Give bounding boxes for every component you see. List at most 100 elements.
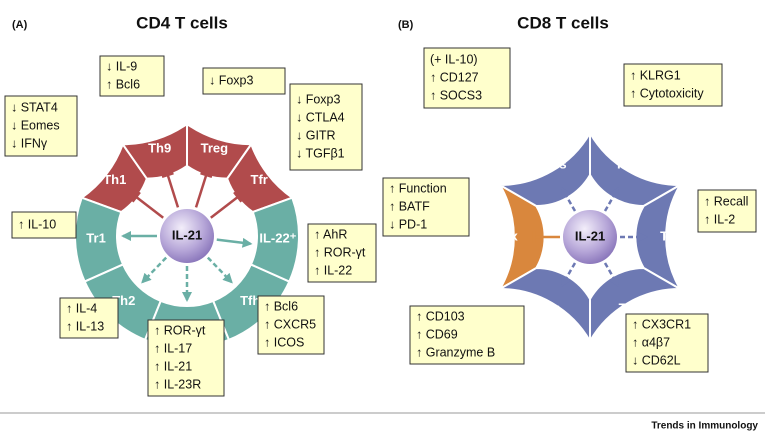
box-line: ↑ Recall bbox=[704, 194, 748, 208]
box-line: ↑ Bcl6 bbox=[264, 299, 298, 313]
box bbox=[625, 313, 709, 373]
segment-label: Tcm bbox=[660, 228, 686, 243]
arrow bbox=[194, 174, 208, 208]
segment-label: Tfh bbox=[240, 293, 260, 308]
segment-label: Tfr bbox=[251, 172, 268, 187]
arrow bbox=[216, 237, 253, 248]
box-line: ↑ ICOS bbox=[264, 335, 304, 349]
box bbox=[147, 319, 225, 397]
segment-label: IL-22⁺ bbox=[259, 231, 296, 246]
box-line: ↑ ROR-γt bbox=[154, 323, 206, 337]
box-line: ↑ Bcl6 bbox=[106, 77, 140, 91]
box-line: ↑ CD127 bbox=[430, 70, 479, 84]
annotation-box: ↑ Recall ↑ IL-2 bbox=[697, 189, 757, 233]
annotation-box: ↑ Function ↑ BATF ↓ PD-1 bbox=[382, 177, 470, 237]
box bbox=[4, 95, 78, 157]
arrow bbox=[141, 256, 168, 284]
box bbox=[99, 55, 165, 97]
segment-label: Tr1 bbox=[86, 231, 106, 246]
box-line: ↓ Foxp3 bbox=[209, 73, 254, 87]
annotation-box: ↑ IL-10 bbox=[11, 211, 77, 239]
box-line: ↑ BATF bbox=[389, 199, 430, 213]
box-line: ↑ CD103 bbox=[416, 309, 465, 323]
arrow bbox=[603, 186, 620, 212]
box-line: ↑ Cytotoxicity bbox=[630, 86, 704, 100]
box bbox=[409, 305, 525, 365]
box-line: ↑ Granzyme B bbox=[416, 345, 495, 359]
box bbox=[423, 47, 511, 109]
box-line: ↓ Foxp3 bbox=[296, 92, 341, 106]
ring-segment bbox=[249, 196, 300, 283]
panel-label: (B) bbox=[398, 19, 414, 31]
box-line: ↓ IFNγ bbox=[11, 136, 48, 150]
box bbox=[623, 63, 723, 107]
inhibit-bar bbox=[200, 171, 213, 178]
inhibit-bar bbox=[233, 191, 243, 203]
box-line: ↑ CD69 bbox=[416, 327, 458, 341]
center-label: IL-21 bbox=[575, 228, 605, 243]
box-line: ↓ TGFβ1 bbox=[296, 146, 345, 160]
inhibit-bar bbox=[161, 171, 174, 178]
center-ball bbox=[563, 210, 617, 264]
segment-label: Tem bbox=[619, 300, 645, 315]
annotation-box: ↓ IL-9 ↑ Bcl6 bbox=[99, 55, 165, 97]
annotation-box: ↑ IL-4 ↑ IL-13 bbox=[59, 297, 119, 339]
box bbox=[59, 297, 119, 339]
box-line: ↑ α4β7 bbox=[632, 335, 670, 349]
box-line: ↑ CX3CR1 bbox=[632, 317, 691, 331]
arrow bbox=[603, 262, 620, 288]
annotation-box: ↓ Foxp3 bbox=[202, 67, 286, 95]
center-label: IL-21 bbox=[172, 227, 202, 242]
box-line: ↑ KLRG1 bbox=[630, 68, 681, 82]
cell-diagram: Th1Th9TregTfrTr1Th2Th17TfhIL-22⁺IL-21↓ I… bbox=[4, 55, 377, 397]
segment-label: MPCs bbox=[530, 157, 566, 172]
box-line: ↑ IL-21 bbox=[154, 359, 192, 373]
box-line: ↑ IL-17 bbox=[154, 341, 192, 355]
arrow bbox=[560, 262, 577, 288]
box-line: ↓ Eomes bbox=[11, 118, 60, 132]
arrow bbox=[166, 174, 180, 208]
box-line: ↑ Function bbox=[389, 181, 447, 195]
segment-label: Th1 bbox=[103, 172, 126, 187]
box-line: ↑ IL-2 bbox=[704, 212, 735, 226]
box bbox=[11, 211, 77, 239]
box bbox=[382, 177, 470, 237]
box-line: ↓ PD-1 bbox=[389, 217, 427, 231]
segment-label: Th9 bbox=[148, 141, 171, 156]
panel-title: CD4 T cells bbox=[136, 13, 228, 32]
box-line: ↑ IL-13 bbox=[66, 319, 104, 333]
panel-title: CD8 T cells bbox=[517, 13, 609, 32]
annotation-box: ↑ Bcl6 ↑ CXCR5 ↑ ICOS bbox=[257, 295, 325, 355]
box-line: ↑ IL-10 bbox=[18, 217, 56, 231]
box bbox=[257, 295, 325, 355]
arrow bbox=[206, 256, 233, 284]
box-line: ↑ CXCR5 bbox=[264, 317, 316, 331]
cell-diagram: Tex MPCs TECs Tcm Tem Trm IL-21 (+ IL-10) ↑ CD12… bbox=[382, 47, 757, 373]
inhibit-bar bbox=[131, 191, 141, 203]
footer: Trends in Immunology bbox=[651, 421, 758, 432]
box bbox=[307, 223, 377, 283]
arrow bbox=[210, 196, 239, 219]
box-line: ↑ ROR-γt bbox=[314, 245, 366, 259]
box bbox=[697, 189, 757, 233]
segment-label: Treg bbox=[201, 141, 229, 156]
box-line: ↓ CTLA4 bbox=[296, 110, 345, 124]
box-line: ↓ STAT4 bbox=[11, 100, 58, 114]
segment-label: TECs bbox=[615, 157, 648, 172]
box-line: ↑ AhR bbox=[314, 227, 347, 241]
box-line: ↑ IL-22 bbox=[314, 263, 352, 277]
box-line: ↓ GITR bbox=[296, 128, 336, 142]
annotation-box: ↑ ROR-γt ↑ IL-17 ↑ IL-21 ↑ IL-23R bbox=[147, 319, 225, 397]
annotation-box: ↑ CX3CR1 ↑ α4β7 ↓ CD62L bbox=[625, 313, 709, 373]
diagrams: Th1Th9TregTfrTr1Th2Th17TfhIL-22⁺IL-21↓ I… bbox=[4, 47, 757, 397]
box-line: ↑ IL-4 bbox=[66, 301, 97, 315]
segment-label: Trm bbox=[537, 300, 561, 315]
arrow bbox=[560, 186, 577, 212]
center-ball bbox=[160, 209, 214, 263]
arrow bbox=[135, 196, 164, 219]
box-line: ↑ IL-23R bbox=[154, 377, 201, 391]
annotation-box: ↓ Foxp3 ↓ CTLA4 ↓ GITR ↓ TGFβ1 bbox=[289, 83, 363, 171]
annotation-box: ↑ CD103 ↑ CD69 ↑ Granzyme B bbox=[409, 305, 525, 365]
box-line: ↑ SOCS3 bbox=[430, 88, 482, 102]
